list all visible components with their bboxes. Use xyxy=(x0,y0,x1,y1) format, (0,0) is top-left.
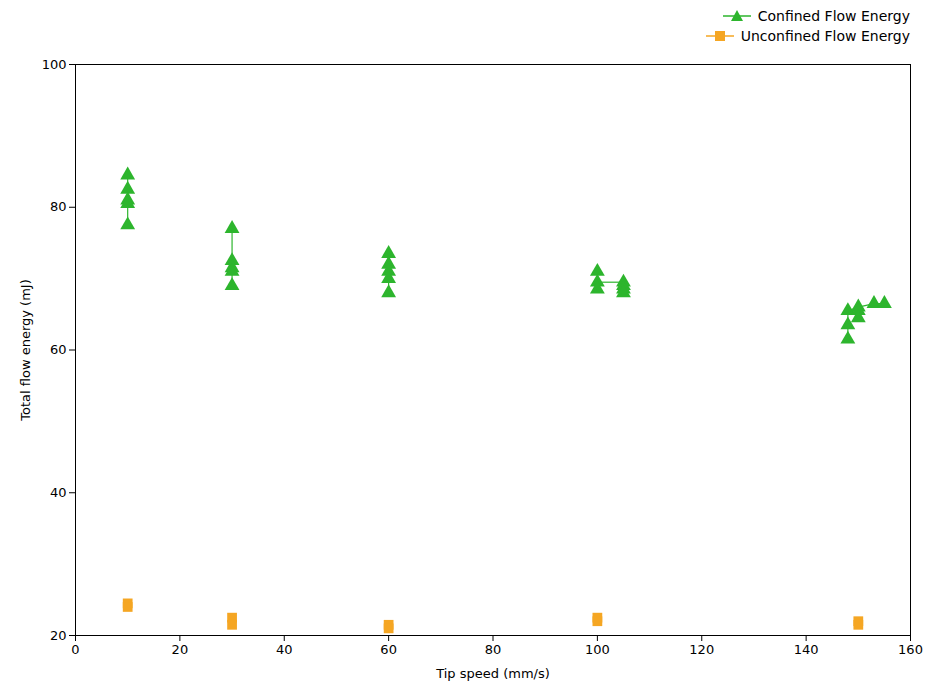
svg-text:100: 100 xyxy=(585,642,610,657)
svg-text:20: 20 xyxy=(50,628,67,643)
svg-text:20: 20 xyxy=(172,642,189,657)
svg-text:40: 40 xyxy=(50,485,67,500)
svg-text:80: 80 xyxy=(485,642,502,657)
svg-text:120: 120 xyxy=(689,642,714,657)
svg-text:140: 140 xyxy=(794,642,819,657)
svg-text:Tip speed (mm/s): Tip speed (mm/s) xyxy=(435,666,550,681)
svg-text:60: 60 xyxy=(50,342,67,357)
svg-text:100: 100 xyxy=(42,57,67,72)
svg-text:0: 0 xyxy=(71,642,79,657)
html-text:Unconfined Flow Energy: Unconfined Flow Energy xyxy=(740,28,910,44)
svg-text:160: 160 xyxy=(898,642,923,657)
svg-text:40: 40 xyxy=(276,642,293,657)
svg-text:80: 80 xyxy=(50,199,67,214)
svg-text:Total flow energy (mJ): Total flow energy (mJ) xyxy=(18,279,33,421)
html-text:Confined Flow Energy: Confined Flow Energy xyxy=(757,8,910,24)
svg-text:60: 60 xyxy=(380,642,397,657)
